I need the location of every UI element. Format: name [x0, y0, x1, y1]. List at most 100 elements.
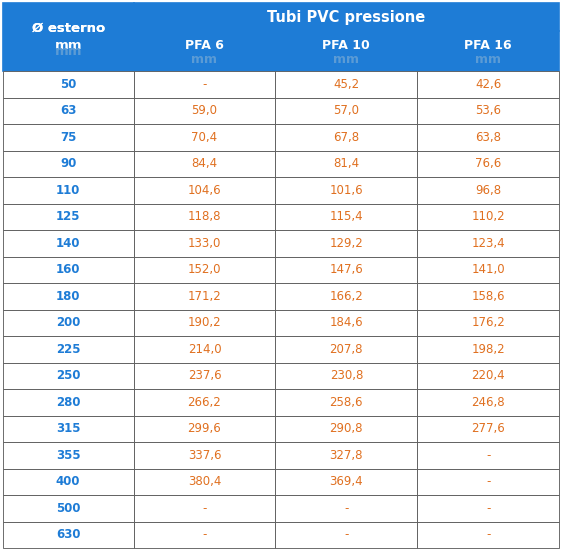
Bar — [418, 389, 559, 415]
Text: 147,6: 147,6 — [329, 263, 363, 277]
Bar — [418, 310, 559, 336]
Text: 198,2: 198,2 — [472, 343, 505, 356]
Text: -: - — [486, 449, 491, 462]
Bar — [3, 177, 134, 204]
Bar — [134, 283, 275, 310]
Text: 207,8: 207,8 — [330, 343, 363, 356]
Bar — [418, 283, 559, 310]
Bar — [275, 310, 418, 336]
Text: -: - — [202, 502, 207, 515]
Bar — [418, 177, 559, 204]
Text: 63: 63 — [60, 104, 76, 117]
Bar — [275, 389, 418, 415]
Bar — [3, 98, 134, 124]
Text: PFA 6: PFA 6 — [185, 39, 224, 52]
Text: 70,4: 70,4 — [192, 131, 217, 144]
Bar — [275, 442, 418, 469]
Text: -: - — [202, 78, 207, 91]
Text: 277,6: 277,6 — [472, 423, 505, 435]
Text: -: - — [344, 502, 348, 515]
Text: 355: 355 — [56, 449, 80, 462]
Text: 246,8: 246,8 — [472, 396, 505, 409]
Text: 369,4: 369,4 — [329, 476, 363, 489]
Bar — [275, 495, 418, 522]
Bar — [3, 389, 134, 415]
Text: 57,0: 57,0 — [333, 104, 359, 117]
Text: 184,6: 184,6 — [329, 316, 363, 329]
Bar — [3, 204, 134, 230]
Bar — [134, 469, 275, 495]
Bar — [418, 495, 559, 522]
Text: 53,6: 53,6 — [475, 104, 501, 117]
Bar — [275, 71, 418, 98]
Text: -: - — [486, 502, 491, 515]
Text: 101,6: 101,6 — [329, 184, 363, 197]
Text: 110,2: 110,2 — [472, 210, 505, 223]
Text: PFA 10: PFA 10 — [323, 39, 370, 52]
Text: -: - — [202, 528, 207, 542]
Text: -: - — [344, 528, 348, 542]
Bar — [418, 98, 559, 124]
Bar — [418, 415, 559, 442]
Bar — [418, 442, 559, 469]
Bar — [418, 522, 559, 548]
Text: 67,8: 67,8 — [333, 131, 360, 144]
Text: 129,2: 129,2 — [329, 237, 363, 250]
Text: 75: 75 — [60, 131, 76, 144]
Bar — [134, 522, 275, 548]
Text: -: - — [486, 476, 491, 489]
Bar — [3, 495, 134, 522]
Text: 123,4: 123,4 — [472, 237, 505, 250]
Bar — [3, 150, 134, 177]
Bar — [3, 230, 134, 257]
Text: 214,0: 214,0 — [188, 343, 221, 356]
Bar — [3, 442, 134, 469]
Bar — [3, 310, 134, 336]
Bar — [275, 363, 418, 389]
Bar — [275, 257, 418, 283]
Bar — [418, 257, 559, 283]
Bar — [275, 415, 418, 442]
Text: 152,0: 152,0 — [188, 263, 221, 277]
Bar — [134, 415, 275, 442]
Text: 104,6: 104,6 — [188, 184, 221, 197]
Bar — [3, 415, 134, 442]
Bar — [134, 31, 275, 71]
Bar — [3, 283, 134, 310]
Bar — [275, 230, 418, 257]
Text: 280: 280 — [56, 396, 80, 409]
Text: 237,6: 237,6 — [188, 369, 221, 382]
Text: 266,2: 266,2 — [188, 396, 221, 409]
Text: 500: 500 — [56, 502, 80, 515]
Text: 42,6: 42,6 — [475, 78, 501, 91]
Bar — [134, 71, 275, 98]
Bar — [275, 150, 418, 177]
Text: 115,4: 115,4 — [329, 210, 363, 223]
Text: 63,8: 63,8 — [475, 131, 501, 144]
Text: 630: 630 — [56, 528, 80, 542]
Text: 166,2: 166,2 — [329, 290, 363, 303]
Text: 337,6: 337,6 — [188, 449, 221, 462]
Text: 225: 225 — [56, 343, 80, 356]
Text: 81,4: 81,4 — [333, 158, 360, 170]
Text: Tubi PVC pressione: Tubi PVC pressione — [268, 9, 425, 25]
Text: 50: 50 — [60, 78, 76, 91]
Bar — [3, 522, 134, 548]
Bar — [134, 150, 275, 177]
Bar — [275, 124, 418, 150]
Bar — [3, 363, 134, 389]
Text: 299,6: 299,6 — [188, 423, 221, 435]
Bar — [134, 495, 275, 522]
Bar — [418, 204, 559, 230]
Text: mm: mm — [333, 53, 359, 67]
Text: 400: 400 — [56, 476, 80, 489]
Bar — [134, 442, 275, 469]
Text: 380,4: 380,4 — [188, 476, 221, 489]
Text: -: - — [486, 528, 491, 542]
Text: 158,6: 158,6 — [472, 290, 505, 303]
Bar — [418, 150, 559, 177]
Text: 180: 180 — [56, 290, 80, 303]
Bar — [134, 3, 559, 31]
Text: 90: 90 — [60, 158, 76, 170]
Text: 45,2: 45,2 — [333, 78, 360, 91]
